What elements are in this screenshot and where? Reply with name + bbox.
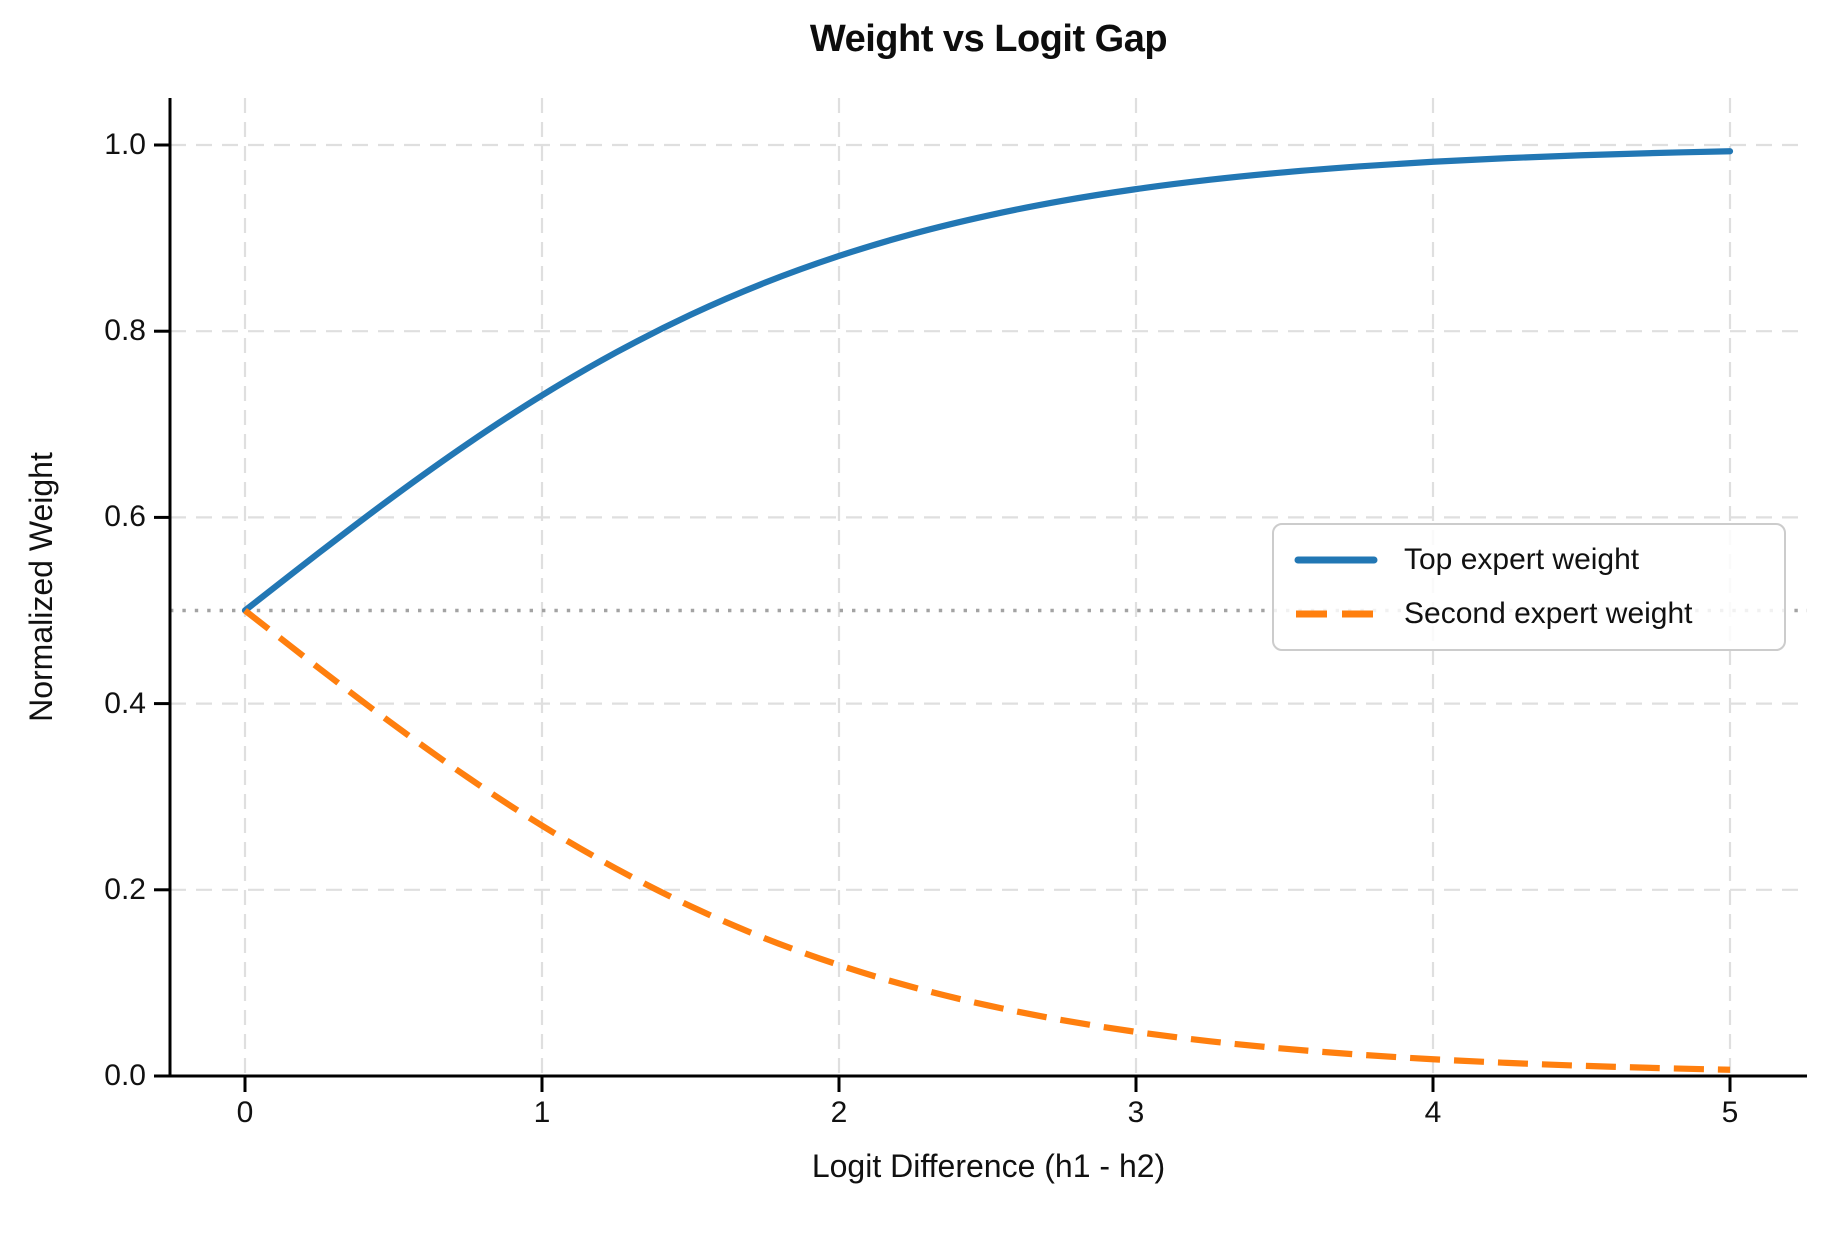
x-tick-label: 1 <box>533 1096 551 1129</box>
legend-entry-second-expert: Second expert weight <box>1294 594 1764 634</box>
y-axis-label: Normalized Weight <box>23 452 59 722</box>
chart-title: Weight vs Logit Gap <box>809 18 1168 60</box>
y-tick-label: 0.8 <box>104 314 146 347</box>
x-tick-label: 3 <box>1127 1096 1145 1129</box>
legend-line-dashed-icon <box>1296 610 1376 618</box>
x-axis-label: Logit Difference (h1 - h2) <box>811 1148 1166 1184</box>
legend-label: Second expert weight <box>1404 597 1693 630</box>
legend: Top expert weight Second expert weight <box>1272 523 1786 651</box>
y-tick-label: 1.0 <box>104 128 146 161</box>
y-tick-label: 0.0 <box>104 1059 146 1092</box>
y-tick-label: 0.6 <box>104 500 146 533</box>
legend-label: Top expert weight <box>1404 543 1640 576</box>
x-tick-label: 0 <box>236 1096 254 1129</box>
y-tick-label: 0.4 <box>104 687 146 720</box>
legend-entry-top-expert: Top expert weight <box>1294 540 1764 580</box>
legend-line-solid-icon <box>1294 556 1378 564</box>
y-tick-label: 0.2 <box>104 873 146 906</box>
x-tick-label: 2 <box>830 1096 848 1129</box>
x-tick-label: 5 <box>1721 1096 1739 1129</box>
x-tick-label: 4 <box>1424 1096 1442 1129</box>
